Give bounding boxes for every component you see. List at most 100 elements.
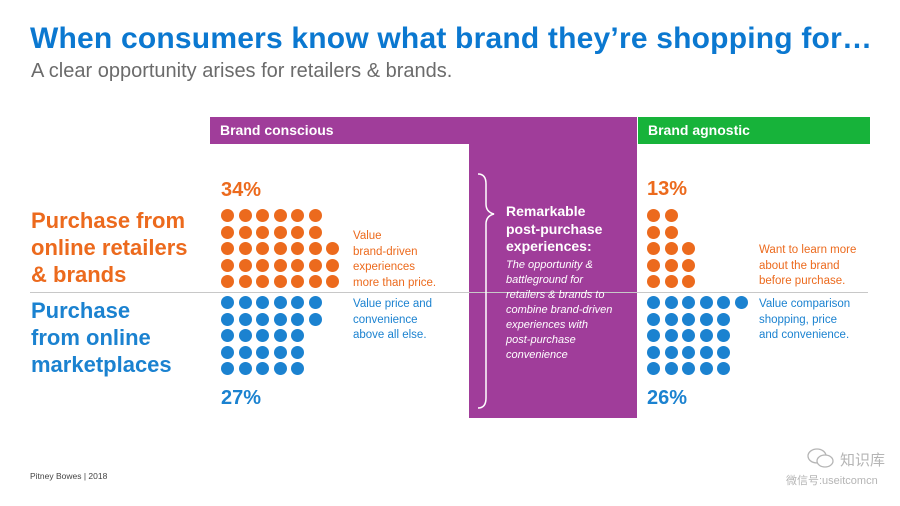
person-dot: [308, 258, 322, 272]
person-dot: [238, 242, 252, 255]
person-dot: [699, 362, 713, 375]
row-label-marketplaces-line2: from online: [31, 325, 151, 350]
person-dot: [238, 258, 252, 272]
page-subtitle: A clear opportunity arises for retailers…: [31, 60, 453, 82]
person-dot: [647, 275, 660, 288]
brand-agnostic-marketplaces-dots: [647, 296, 757, 378]
person-dot: [221, 329, 234, 342]
row-label-marketplaces-line1: Purchase: [31, 298, 131, 323]
person-dot: [221, 225, 234, 239]
person-dot: [238, 225, 252, 239]
person-dot: [308, 312, 322, 326]
person-dot: [308, 296, 322, 309]
column-header-brand-agnostic: Brand agnostic: [638, 117, 870, 144]
desc-line: Value price and: [353, 298, 433, 310]
middle-body-line: convenience: [506, 349, 568, 361]
person-dot: [238, 329, 252, 342]
person-dot: [647, 258, 660, 272]
person-dot: [717, 312, 730, 326]
person-dot: [664, 209, 678, 222]
desc-line: about the brand: [759, 259, 840, 272]
middle-body-line: experiences with: [506, 319, 588, 331]
person-dot: [326, 258, 339, 272]
row-label-retailers-line3: & brands: [31, 262, 127, 287]
person-dot: [326, 275, 339, 288]
person-dot: [273, 258, 287, 272]
person-dot: [647, 242, 660, 255]
person-dot: [291, 329, 304, 342]
desc-line: Value: [353, 230, 382, 242]
desc-line: brand-driven: [353, 245, 418, 258]
middle-title-line: Remarkable: [506, 203, 586, 219]
person-dot: [682, 312, 695, 326]
brand-agnostic-retailers-percent: 13%: [647, 178, 688, 200]
person-dot: [699, 345, 713, 359]
column-header-brand-conscious: Brand conscious: [210, 117, 637, 144]
brand-agnostic-marketplaces-percent: 26%: [647, 387, 688, 409]
middle-body: The opportunity & battleground for retai…: [506, 258, 634, 363]
brand-conscious-retailers-percent: 34%: [221, 179, 262, 201]
person-dot: [221, 242, 234, 255]
middle-body-line: The opportunity &: [506, 259, 593, 271]
person-dot: [238, 345, 252, 359]
desc-line: more than price.: [353, 276, 437, 289]
middle-highlight-box: [469, 144, 637, 418]
person-dot: [664, 329, 678, 342]
row-label-retailers-line1: Purchase from: [31, 208, 186, 233]
person-dot: [647, 345, 660, 359]
row-divider: [30, 292, 868, 293]
desc-line: above all else.: [353, 329, 427, 341]
middle-body-line: battleground for: [506, 274, 584, 286]
row-label-retailers-line2: online retailers: [31, 235, 188, 260]
desc-line: before purchase.: [759, 275, 846, 287]
person-dot: [273, 242, 287, 255]
person-dot: [273, 362, 287, 375]
person-dot: [291, 209, 304, 222]
person-dot: [221, 258, 234, 272]
person-dot: [647, 362, 660, 375]
footer-credit: Pitney Bowes | 2018: [30, 471, 108, 481]
person-dot: [291, 275, 304, 288]
brand-conscious-retailers-dots: [221, 209, 351, 291]
person-dot: [221, 275, 234, 288]
person-dot: [647, 312, 660, 326]
row-label-retailers: Purchase from online retailers & brands: [31, 207, 188, 288]
person-dot: [647, 209, 660, 222]
person-dot: [221, 296, 234, 309]
person-dot: [664, 296, 678, 309]
person-dot: [221, 362, 234, 375]
person-dot: [664, 225, 678, 239]
person-dot: [647, 296, 660, 309]
person-dot: [273, 209, 287, 222]
person-dot: [308, 275, 322, 288]
person-dot: [273, 329, 287, 342]
person-dot: [717, 345, 730, 359]
person-dot: [682, 362, 695, 375]
person-dot: [664, 362, 678, 375]
wechat-icon: [807, 448, 834, 468]
person-dot: [699, 312, 713, 326]
person-dot: [664, 312, 678, 326]
person-dot: [647, 225, 660, 239]
person-dot: [664, 275, 678, 288]
desc-line: Want to learn more: [759, 244, 857, 256]
person-dot: [221, 312, 234, 326]
desc-line: convenience: [353, 313, 418, 326]
person-dot: [682, 296, 695, 309]
desc-line: Value comparison: [759, 298, 851, 310]
brand-agnostic-retailers-description: Want to learn more about the brand befor…: [759, 243, 856, 290]
person-dot: [717, 329, 730, 342]
brand-agnostic-retailers-dots: [647, 209, 707, 291]
person-dot: [291, 296, 304, 309]
brand-conscious-marketplaces-dots: [221, 296, 351, 378]
person-dot: [256, 242, 269, 255]
bracket-icon: [477, 173, 495, 409]
person-dot: [682, 329, 695, 342]
person-dot: [221, 209, 234, 222]
person-dot: [221, 345, 234, 359]
person-dot: [256, 275, 269, 288]
row-label-marketplaces-line3: marketplaces: [31, 352, 172, 377]
person-dot: [273, 312, 287, 326]
person-dot: [717, 296, 730, 309]
person-dot: [291, 258, 304, 272]
